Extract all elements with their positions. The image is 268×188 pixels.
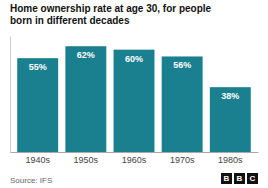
x-tick-label: 1970s (170, 155, 195, 165)
logo-letter: C (250, 174, 256, 183)
y-axis (10, 37, 11, 153)
bars (17, 46, 251, 152)
x-tick-label: 1940s (25, 155, 50, 165)
source: Source: IFS (10, 176, 52, 185)
data-label: 38% (221, 91, 239, 101)
bar (65, 46, 106, 152)
logo-box (247, 173, 258, 184)
data-label: 55% (29, 62, 47, 72)
logo-box (221, 173, 232, 184)
logo-text: BBC (224, 174, 256, 183)
logo-letter: B (224, 174, 230, 183)
x-tick-label: 1950s (74, 155, 99, 165)
plot: 1940s 1950s 1960s 1970s 1980s 55% 62% 60% 56% 38% (11, 37, 259, 166)
data-label: 60% (125, 54, 143, 64)
logo-box (234, 173, 245, 184)
x-axis: 1940s 1950s 1960s 1970s 1980s (11, 152, 259, 165)
title: born in different decades (10, 15, 130, 26)
data-label: 62% (77, 50, 95, 60)
x-axis-line (11, 152, 259, 153)
data-label: 56% (173, 60, 191, 70)
x-tick: 1960s (122, 152, 147, 165)
x-tick-label: 1980s (218, 155, 243, 165)
bar (17, 58, 58, 152)
y-axis-line (10, 37, 11, 153)
bar (210, 87, 251, 152)
logo: BBC (221, 173, 258, 184)
x-tick: 1950s (74, 152, 99, 165)
bar (162, 56, 203, 152)
logo-letter: B (237, 174, 243, 183)
data-labels: 55% 62% 60% 56% 38% (29, 50, 240, 101)
x-tick: 1970s (170, 152, 195, 165)
chart: Home ownership rate at age 30, for peopl… (0, 0, 268, 188)
title: Home ownership rate at age 30, for peopl… (10, 3, 212, 14)
x-tick-label: 1960s (122, 155, 147, 165)
bar (114, 50, 155, 152)
x-tick: 1940s (25, 152, 50, 165)
x-tick: 1980s (218, 152, 243, 165)
